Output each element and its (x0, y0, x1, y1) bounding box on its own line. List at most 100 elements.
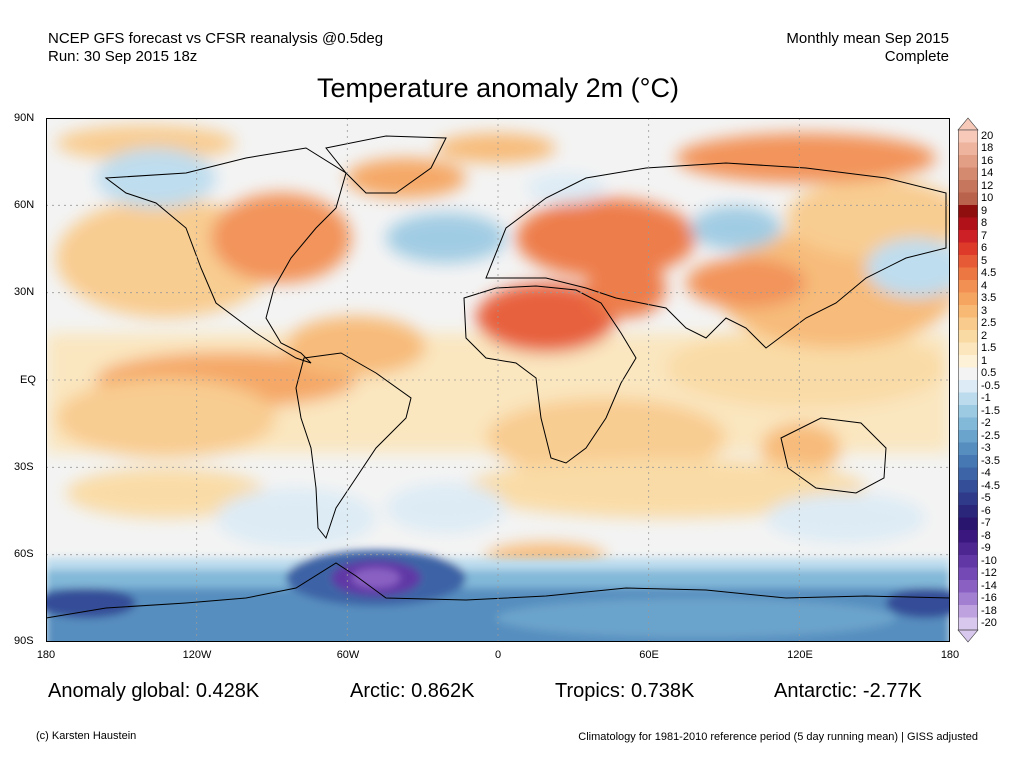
colorbar-swatch (958, 280, 978, 293)
colorbar-tick-label: 1 (981, 354, 988, 367)
colorbar-swatch (958, 330, 978, 343)
colorbar-tick-label: 0.5 (981, 367, 997, 380)
colorbar-tick-label: 12 (981, 179, 994, 192)
lat-label-60n: 60N (14, 199, 35, 211)
colorbar-tick-label: 6 (981, 242, 988, 255)
colorbar-tick-label: 2 (981, 329, 988, 342)
colorbar-tick-label: 9 (981, 204, 988, 217)
colorbar-tick-label: -0.5 (981, 379, 1000, 392)
colorbar-tick-label: -3.5 (981, 454, 1000, 467)
lat-label-90s: 90S (14, 635, 34, 647)
colorbar-swatch (958, 192, 978, 206)
global-anomaly: Anomaly global: 0.428K (48, 680, 260, 702)
colorbar-tick-label: -20 (981, 617, 997, 630)
colorbar-swatch (958, 142, 978, 156)
colorbar-swatch (958, 305, 978, 318)
eurasia-outline (485, 162, 947, 349)
colorbar-swatch (958, 580, 978, 593)
lon-label-0: 0 (494, 649, 502, 661)
antarctica-outline (46, 562, 950, 619)
status-label: Complete (884, 48, 949, 65)
colorbar-swatch (958, 405, 978, 418)
colorbar-tick-label: -4 (981, 467, 991, 480)
colorbar-tick-label: 20 (981, 129, 994, 142)
colorbar-tick-label: 5 (981, 254, 988, 267)
colorbar-swatch (958, 480, 978, 493)
colorbar-swatch (958, 180, 978, 193)
colorbar-tick-label: -9 (981, 542, 991, 555)
colorbar-swatch (958, 517, 978, 531)
colorbar-swatch (958, 155, 978, 168)
colorbar-swatch (958, 367, 978, 381)
colorbar-swatch (958, 342, 978, 356)
colorbar-tick-label: 2.5 (981, 317, 997, 330)
north-america-outline (104, 147, 347, 364)
run-time-label: Run: 30 Sep 2015 18z (48, 48, 198, 65)
africa-outline (463, 285, 637, 464)
colorbar-swatch (958, 217, 978, 231)
temperature-anomaly-map (46, 118, 950, 642)
greenland-outline (325, 135, 447, 194)
colorbar-swatch (958, 355, 978, 368)
colorbar-swatch (958, 205, 978, 218)
colorbar-tick-label: -5 (981, 492, 991, 505)
colorbar-tick-label: 16 (981, 154, 994, 167)
colorbar-swatch (958, 530, 978, 543)
colorbar-swatch (958, 392, 978, 406)
lon-label-60w: 60W (336, 649, 360, 661)
colorbar-swatch (958, 605, 978, 618)
colorbar-swatch (958, 455, 978, 468)
colorbar-swatch (958, 555, 978, 568)
colorbar-tick-label: -3 (981, 442, 991, 455)
colorbar-swatch (958, 267, 978, 281)
period-label: Monthly mean Sep 2015 (786, 30, 949, 47)
arctic-anomaly: Arctic: 0.862K (350, 680, 475, 702)
colorbar-swatch (958, 592, 978, 606)
colorbar-tick-label: 18 (981, 142, 994, 155)
colorbar-swatch (958, 255, 978, 268)
colorbar-tick-label: 4.5 (981, 267, 997, 280)
colorbar-tick-label: 4 (981, 279, 988, 292)
colorbar-swatch (958, 130, 978, 143)
colorbar-swatch (958, 417, 978, 431)
map-title: Temperature anomaly 2m (°C) (317, 73, 679, 103)
colorbar-swatch (958, 292, 978, 306)
colorbar (957, 117, 979, 643)
colorbar-tick-label: -10 (981, 554, 997, 567)
colorbar-swatch (958, 230, 978, 243)
lon-label-120w: 120W (182, 649, 212, 661)
colorbar-tick-label: 10 (981, 192, 994, 205)
lon-label-180e: 180 (940, 649, 960, 661)
colorbar-tick-label: -16 (981, 592, 997, 605)
colorbar-tick-label: -1.5 (981, 404, 1000, 417)
australia-outline (780, 417, 887, 494)
colorbar-tick-label: 14 (981, 167, 994, 180)
colorbar-swatch (958, 442, 978, 456)
colorbar-swatch (958, 317, 978, 331)
lon-label-120e: 120E (787, 649, 813, 661)
colorbar-tick-label: -6 (981, 504, 991, 517)
lat-label-30n: 30N (14, 286, 35, 298)
colorbar-swatch (958, 567, 978, 581)
colorbar-swatch (958, 380, 978, 393)
colorbar-tick-label: -12 (981, 567, 997, 580)
colorbar-swatch (958, 430, 978, 443)
lat-label-90n: 90N (14, 112, 35, 124)
colorbar-tick-label: -14 (981, 579, 997, 592)
colorbar-swatch (958, 467, 978, 481)
lat-label-60s: 60S (14, 548, 34, 560)
colorbar-tick-label: 1.5 (981, 342, 997, 355)
colorbar-swatch (958, 505, 978, 518)
lat-label-eq: EQ (20, 374, 36, 386)
colorbar-tick-label: 7 (981, 229, 988, 242)
colorbar-tick-label: -8 (981, 529, 991, 542)
colorbar-tick-label: -4.5 (981, 479, 1000, 492)
colorbar-tick-label: -18 (981, 604, 997, 617)
colorbar-tick-label: 3 (981, 304, 988, 317)
colorbar-swatch (958, 167, 978, 181)
lon-label-180w: 180 (36, 649, 56, 661)
south-america-outline (295, 352, 412, 540)
colorbar-min-arrow (957, 629, 979, 643)
colorbar-swatch (958, 542, 978, 556)
climatology-note: Climatology for 1981-2010 reference peri… (578, 731, 978, 743)
